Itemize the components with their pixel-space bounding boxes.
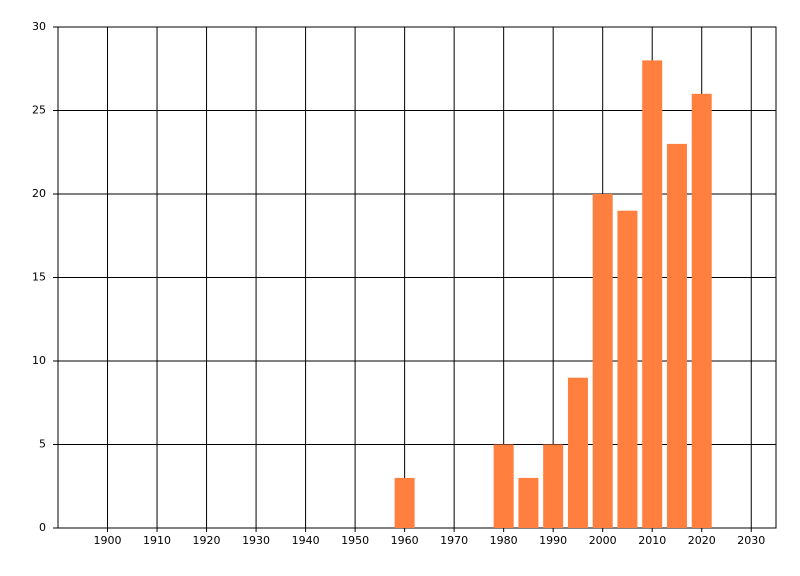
x-tick-label: 1980 [490,534,518,547]
x-tick-label: 2010 [638,534,666,547]
x-tick-label: 2020 [688,534,716,547]
x-tick-label: 1990 [539,534,567,547]
y-tick-label: 25 [32,104,46,117]
x-tick-label: 1960 [391,534,419,547]
y-tick-label: 10 [32,354,46,367]
bar [691,93,712,529]
bar [592,194,613,528]
x-tick-label: 1910 [143,534,171,547]
bar [642,60,663,529]
x-tick-label: 2000 [589,534,617,547]
bar [567,377,588,528]
y-tick-label: 5 [39,438,46,451]
bar [666,143,687,528]
bar [493,444,514,528]
bar [617,210,638,528]
y-tick-label: 30 [32,20,46,33]
bar [394,477,415,528]
x-tick-label: 1950 [341,534,369,547]
y-tick-label: 20 [32,187,46,200]
x-tick-label: 1970 [440,534,468,547]
x-tick-label: 1920 [193,534,221,547]
bar [518,477,539,528]
x-tick-label: 1940 [292,534,320,547]
y-tick-label: 0 [39,521,46,534]
x-tick-label: 2030 [737,534,765,547]
bar [543,444,564,528]
x-tick-label: 1930 [242,534,270,547]
x-tick-label: 1900 [94,534,122,547]
y-tick-label: 15 [32,271,46,284]
